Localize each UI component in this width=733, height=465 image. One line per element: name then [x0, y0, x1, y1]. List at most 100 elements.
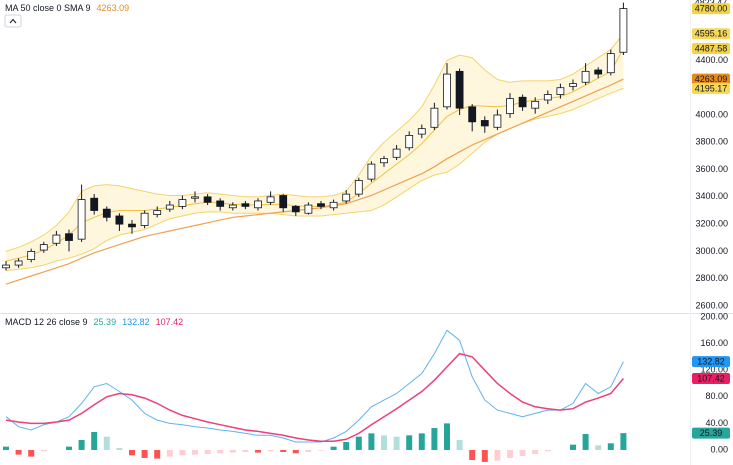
price-badge-label: 132.82: [697, 357, 725, 367]
histogram-bar: [481, 449, 488, 462]
candle-body: [140, 212, 149, 226]
histogram-bar: [368, 433, 375, 450]
candle-body: [405, 135, 414, 149]
price-badge: [692, 28, 730, 40]
histogram-bar: [15, 449, 22, 455]
price-badge: [692, 3, 730, 15]
y-tick-label: 0.00: [710, 444, 728, 454]
histogram-bar: [532, 449, 539, 454]
candle-body: [443, 73, 451, 108]
candle-body: [178, 199, 187, 207]
histogram-bar: [494, 449, 501, 461]
histogram-bar: [91, 432, 98, 450]
y-tick-label: 3400.00: [695, 191, 728, 201]
price-badge-label: 4780.00: [695, 3, 728, 13]
candle-body: [266, 196, 275, 203]
price-badge-label: 4195.17: [695, 83, 728, 93]
histogram-bar: [582, 434, 589, 450]
collapse-box[interactable]: [4, 14, 22, 28]
histogram-bar: [318, 449, 324, 451]
histogram-bar: [431, 428, 438, 450]
candle-body: [128, 223, 136, 228]
candle-body: [102, 208, 111, 218]
legend-item: MACD 12 26 close 9: [5, 317, 88, 327]
price-badge: [692, 356, 730, 368]
histogram-bar: [129, 449, 135, 456]
candle-body: [455, 70, 464, 109]
histogram-bar: [154, 449, 161, 459]
candle-body: [468, 106, 477, 123]
histogram-bar: [229, 449, 236, 453]
histogram-bar: [418, 433, 425, 450]
price-badge: [692, 42, 730, 54]
histogram-bar: [141, 449, 148, 458]
histogram-bar: [343, 441, 350, 450]
histogram-bar: [355, 436, 362, 450]
price-badge: [692, 427, 730, 439]
candle-body: [329, 201, 338, 209]
y-tick-label: 4400.00: [695, 55, 728, 65]
candle-body: [39, 244, 48, 251]
candle-body: [153, 210, 162, 215]
histogram-bar: [255, 449, 261, 453]
y-tick-label: 120.00: [700, 365, 728, 375]
candle-body: [518, 96, 527, 108]
candle-body: [531, 100, 540, 109]
histogram-bar: [292, 449, 299, 454]
histogram-bar: [3, 446, 9, 450]
candle-body: [317, 203, 325, 207]
candle-body: [254, 200, 262, 209]
histogram-bar: [607, 443, 614, 450]
candle-body: [569, 83, 577, 87]
histogram-bar: [192, 449, 198, 455]
y-tick-label: 4000.00: [695, 109, 728, 119]
histogram-bar: [507, 449, 513, 458]
candle-body: [115, 215, 124, 225]
price-badge: [692, 82, 730, 94]
candle-body: [2, 264, 10, 269]
histogram-bar: [166, 449, 173, 457]
histogram-bar: [66, 446, 72, 450]
candle-body: [367, 163, 376, 180]
candle-body: [581, 70, 590, 83]
candle-body: [279, 195, 288, 209]
histogram-bar: [393, 436, 400, 450]
collapse-icon[interactable]: [9, 18, 17, 24]
histogram-bar: [280, 449, 287, 452]
legend: MACD 12 26 close 9 25.39 132.82 107.42: [5, 317, 183, 327]
candle-body: [354, 180, 363, 195]
candle-body: [506, 98, 514, 115]
price-badge-label: 4595.16: [695, 29, 728, 39]
price-badge: [692, 73, 730, 85]
histogram-bar: [469, 449, 476, 460]
histogram-bar: [620, 433, 627, 450]
legend-item: 107.42: [156, 317, 184, 327]
legend-item: 132.82: [122, 317, 150, 327]
candle-body: [228, 204, 237, 209]
histogram-bar: [570, 444, 576, 450]
histogram-bar: [305, 449, 312, 452]
histogram-bar: [519, 449, 526, 456]
y-tick-label: 2800.00: [695, 273, 728, 283]
histogram-bar: [103, 436, 110, 450]
price-badge-label: 25.39: [700, 428, 723, 438]
candle-body: [77, 199, 86, 240]
candle-body: [90, 197, 99, 211]
histogram-bar: [28, 449, 35, 457]
signal-line: [5, 352, 624, 443]
candle-body: [417, 128, 426, 135]
histogram-bar: [544, 449, 551, 452]
y-tick-label: 3000.00: [695, 246, 728, 256]
candle-body: [52, 234, 61, 244]
y-tick-label: 2600.00: [695, 300, 728, 310]
histogram-bar: [267, 449, 274, 452]
histogram-bar: [444, 423, 450, 450]
candle-body: [14, 260, 23, 266]
candle-body: [342, 193, 351, 202]
collapse-button[interactable]: [4, 14, 22, 28]
candle-body: [430, 107, 439, 128]
histogram-bar: [78, 439, 85, 450]
band-upper: [5, 33, 624, 252]
candle-body: [556, 87, 565, 95]
